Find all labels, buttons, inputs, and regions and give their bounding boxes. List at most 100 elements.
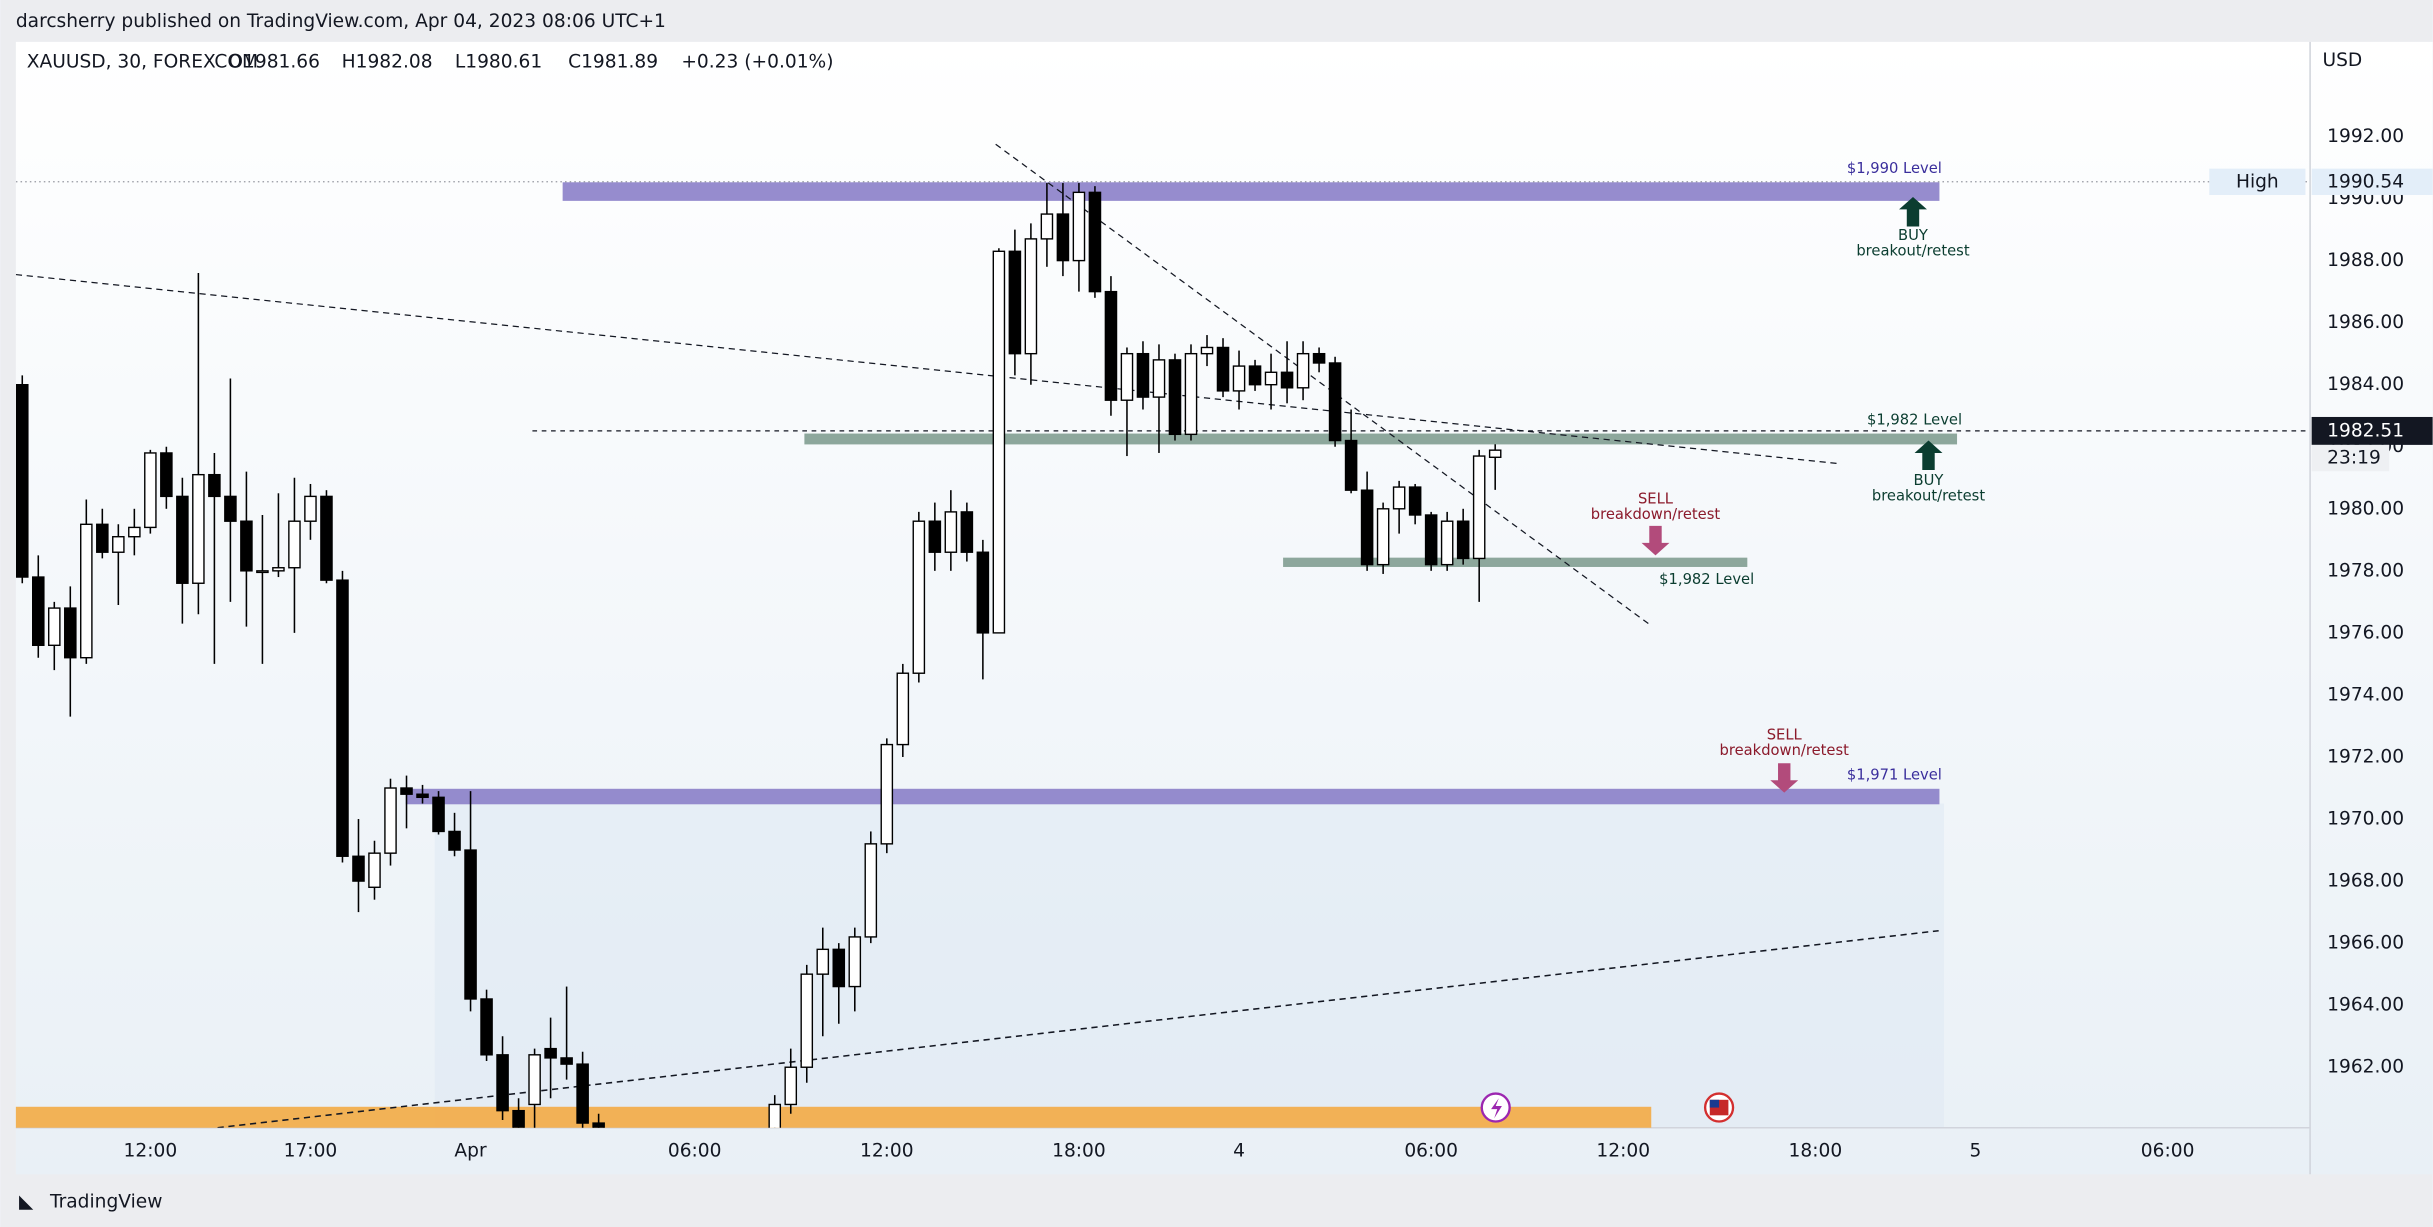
candle-body xyxy=(80,523,93,659)
x-tick-label: 5 xyxy=(1970,1140,1982,1161)
candle-body xyxy=(1424,514,1438,566)
y-tick-label: 1972.00 xyxy=(2327,746,2404,767)
countdown: 23:19 xyxy=(2327,448,2381,469)
candle-body xyxy=(992,250,1006,634)
high-price-tag xyxy=(2311,168,2433,195)
candle-body xyxy=(1056,213,1070,262)
y-tick-label: 1978.00 xyxy=(2327,560,2404,581)
annotation: $1,990 Level xyxy=(1847,160,1942,177)
candle-body xyxy=(1104,290,1118,401)
candle-body xyxy=(176,495,189,584)
candle-body xyxy=(1024,238,1038,355)
candle-body xyxy=(1216,346,1230,392)
candle-body xyxy=(416,793,429,799)
candle-body xyxy=(1184,352,1198,436)
annotation: SELL xyxy=(1767,726,1803,743)
candle-body xyxy=(928,520,942,553)
x-tick-label: 12:00 xyxy=(1596,1140,1650,1161)
candle-body xyxy=(912,520,926,674)
zone xyxy=(562,182,1940,201)
candle-body xyxy=(1232,365,1246,392)
x-tick-label: 17:00 xyxy=(284,1140,338,1161)
candle-body xyxy=(1472,455,1486,560)
candle-body xyxy=(1312,352,1326,364)
candle-body xyxy=(496,1054,509,1112)
candle-body xyxy=(432,796,445,833)
last-price-tag xyxy=(2311,416,2433,445)
annotation: breakdown/retest xyxy=(1720,742,1850,759)
zone xyxy=(1283,557,1748,567)
ohlc-legend: +0.23 (+0.01%) xyxy=(681,52,833,73)
annotations: $1,990 Level BUY breakout/retest $1,982 … xyxy=(1480,160,1985,1123)
candle-body xyxy=(1168,359,1182,436)
annotation: breakout/retest xyxy=(1872,487,1985,504)
candle-body xyxy=(1456,520,1470,560)
symbol-title: XAUUSD, 30, FOREXCOM xyxy=(27,52,258,73)
candle-body xyxy=(576,1063,589,1124)
candle-body xyxy=(480,998,493,1056)
candle-body xyxy=(288,520,301,569)
candle-body xyxy=(64,607,77,659)
annotation: $1,971 Level xyxy=(1847,767,1942,784)
high-price-label: 1990.54 xyxy=(2327,171,2404,192)
candle-body xyxy=(384,787,397,854)
candle-body xyxy=(1360,489,1374,566)
candle-body xyxy=(544,1047,557,1059)
y-tick-label: 1964.00 xyxy=(2327,995,2404,1016)
y-tick-label: 1976.00 xyxy=(2327,622,2404,643)
candle-body xyxy=(1120,352,1134,401)
candle-body xyxy=(880,743,894,845)
high-tag-label: High xyxy=(2236,171,2279,192)
candle-body xyxy=(464,849,477,1000)
candle-body xyxy=(15,383,29,578)
candle-body xyxy=(1152,359,1166,398)
candle-body xyxy=(592,1122,605,1128)
plot xyxy=(15,143,2311,1128)
high-tag xyxy=(2209,168,2306,195)
candle-body xyxy=(272,567,285,572)
candle-body xyxy=(160,452,173,498)
y-tick-label: 1984.00 xyxy=(2327,374,2404,395)
y-tick-label: 1988.00 xyxy=(2327,250,2404,271)
zone xyxy=(405,788,1940,805)
candle-body xyxy=(1392,486,1406,510)
x-tick-label: 4 xyxy=(1233,1140,1245,1161)
candle-body xyxy=(1376,508,1390,566)
y-tick-label: 1986.00 xyxy=(2327,312,2404,333)
candle-body xyxy=(32,576,45,646)
header: darcsherry published on TradingView.com,… xyxy=(16,11,666,32)
candle-body xyxy=(240,520,253,572)
tv-logo: ◣ xyxy=(19,1192,34,1213)
last-price-label: 1982.51 xyxy=(2327,420,2404,441)
candle-body xyxy=(128,526,141,538)
candle-body xyxy=(816,948,830,975)
currency: USD xyxy=(2323,50,2363,71)
annotation: SELL xyxy=(1638,490,1674,507)
candle-body xyxy=(1248,365,1262,386)
x-tick-label: Apr xyxy=(454,1140,487,1161)
candle-body xyxy=(1440,520,1454,566)
candle-body xyxy=(1264,371,1278,386)
y-tick-label: 1962.00 xyxy=(2327,1057,2404,1078)
candle-body xyxy=(1040,213,1054,240)
candle-body xyxy=(976,551,990,634)
x-tick-label: 06:00 xyxy=(668,1140,722,1161)
candle-body xyxy=(832,948,846,988)
candle-body xyxy=(800,973,814,1068)
candle-body xyxy=(1200,346,1214,355)
x-tick-label: 12:00 xyxy=(124,1140,178,1161)
arrow-down xyxy=(1641,525,1670,556)
candle-body xyxy=(1072,191,1086,262)
annotation: BUY xyxy=(1898,227,1929,244)
candle-body xyxy=(512,1109,525,1128)
x-tick-label: 06:00 xyxy=(1404,1140,1458,1161)
candle-body xyxy=(528,1054,541,1106)
annotation: $1,982 Level xyxy=(1867,411,1962,428)
candle-body xyxy=(944,511,958,553)
candle-body xyxy=(848,936,862,988)
candle-body xyxy=(560,1057,573,1065)
candle-body xyxy=(256,570,269,574)
candle-body xyxy=(896,672,910,746)
zone xyxy=(15,1106,1652,1128)
